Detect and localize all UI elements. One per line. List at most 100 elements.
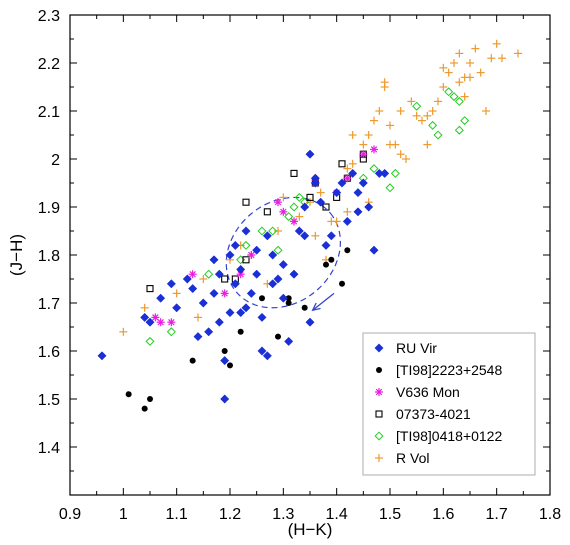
data-point [141, 405, 148, 412]
data-point [492, 39, 501, 48]
data-point [338, 160, 346, 168]
data-point [454, 96, 464, 106]
data-point [466, 59, 474, 67]
plot-frame [69, 14, 551, 496]
data-point [140, 303, 149, 312]
data-point [230, 240, 240, 250]
data-point [259, 295, 265, 302]
data-point [386, 121, 394, 130]
highlight-ellipse-group [225, 196, 342, 312]
data-point [359, 150, 368, 159]
data-point [412, 101, 422, 111]
data-point [359, 140, 368, 149]
data-point [514, 49, 522, 58]
data-point [337, 178, 347, 188]
data-point [353, 207, 363, 217]
y-axis-label: (J−H) [7, 234, 26, 276]
data-point [332, 217, 341, 226]
data-point [252, 269, 262, 279]
data-point [172, 289, 181, 298]
data-point [450, 59, 458, 67]
data-point [214, 317, 224, 327]
legend-label: [TI98]0418+0122 [396, 428, 502, 444]
data-point [396, 107, 405, 115]
legend-entry: V636 Mon [375, 384, 460, 400]
y-tick-label: 2.1 [38, 104, 60, 121]
data-point [343, 164, 352, 173]
data-point [295, 212, 304, 221]
data-point [289, 269, 299, 279]
legend-label: V636 Mon [396, 384, 460, 400]
data-point [482, 107, 490, 115]
data-point [423, 111, 432, 120]
data-point [242, 198, 250, 206]
data-point [460, 92, 469, 101]
data-point [402, 155, 410, 163]
data-point [476, 68, 485, 77]
data-point [194, 313, 202, 322]
data-point [487, 54, 496, 63]
data-point [199, 275, 208, 283]
data-point [418, 116, 426, 125]
data-points [97, 39, 522, 412]
legend-label: R Vol [396, 450, 429, 466]
x-tick-label: 1.1 [166, 506, 188, 523]
data-point [252, 245, 262, 255]
data-point [156, 293, 166, 303]
data-point [370, 145, 378, 154]
data-point [380, 83, 389, 91]
data-point [423, 140, 432, 149]
y-tick-label: 1.9 [38, 200, 60, 217]
legend-entry: [TI98]2223+2548 [376, 362, 502, 378]
data-point [263, 208, 271, 216]
data-point [279, 207, 288, 216]
data-point [375, 107, 384, 115]
data-point [321, 240, 331, 250]
data-point [364, 131, 373, 139]
data-point [343, 207, 352, 216]
data-point [257, 346, 267, 356]
data-point [278, 293, 288, 303]
legend-label: RU Vir [396, 340, 437, 356]
data-point [247, 251, 256, 259]
data-point [221, 275, 229, 283]
arrow-shaft [312, 292, 335, 311]
x-tick-label: 1.7 [486, 506, 508, 523]
data-point [385, 183, 395, 193]
data-point [257, 312, 267, 322]
data-point [407, 97, 416, 106]
legend-box [362, 332, 536, 476]
data-point [439, 63, 448, 72]
data-point [220, 356, 230, 366]
y-tick-label: 1.5 [38, 392, 60, 409]
data-point [284, 336, 294, 346]
data-point [279, 193, 288, 202]
data-point [305, 317, 315, 327]
data-point [241, 240, 251, 250]
data-point [412, 111, 421, 120]
data-point [342, 216, 352, 226]
data-point [444, 68, 453, 77]
y-tick-label: 2.2 [38, 56, 60, 73]
data-point [125, 391, 132, 398]
data-point [227, 362, 233, 369]
arrow-head [311, 302, 321, 312]
axis-ticks: 0.9 1 1.1 1.2 1.3 1.4 1.5 1.6 1.7 1.8 1.4 1.5 1.6 1.7… [38, 8, 561, 523]
data-point [348, 168, 358, 178]
legend-marker [375, 410, 383, 418]
data-point [275, 333, 281, 340]
data-point [498, 54, 506, 63]
data-point [358, 178, 368, 188]
data-point [193, 332, 203, 342]
legend-entry: R Vol [375, 450, 429, 466]
data-point [209, 255, 219, 265]
data-point [246, 288, 256, 298]
data-point [188, 270, 197, 279]
data-point [167, 318, 176, 327]
data-point [305, 149, 315, 159]
legend-entry: RU Vir [374, 340, 437, 356]
data-point [332, 188, 342, 198]
data-point [294, 226, 304, 236]
data-point [225, 308, 235, 318]
data-point [434, 97, 442, 106]
